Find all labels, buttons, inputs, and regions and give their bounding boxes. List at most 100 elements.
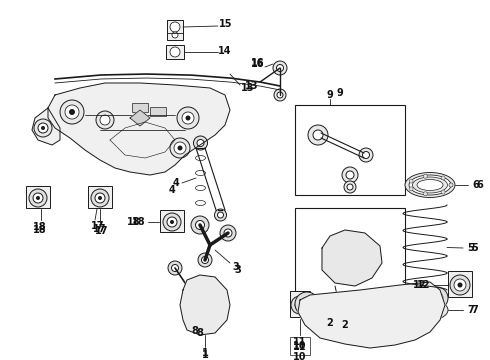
Circle shape xyxy=(449,183,453,187)
Bar xyxy=(167,20,183,40)
Circle shape xyxy=(174,142,186,154)
Circle shape xyxy=(95,193,105,203)
Circle shape xyxy=(170,22,180,32)
Circle shape xyxy=(304,301,310,307)
Circle shape xyxy=(274,89,286,101)
Text: 13: 13 xyxy=(245,81,259,91)
Text: 4: 4 xyxy=(169,185,175,195)
Circle shape xyxy=(344,181,356,193)
Text: 18: 18 xyxy=(132,217,146,227)
Bar xyxy=(88,186,112,208)
Ellipse shape xyxy=(417,180,443,190)
Text: 14: 14 xyxy=(218,46,232,56)
Circle shape xyxy=(347,255,353,261)
Polygon shape xyxy=(32,108,60,145)
Circle shape xyxy=(100,115,110,125)
Text: 7: 7 xyxy=(472,305,478,315)
Text: 11: 11 xyxy=(293,337,307,347)
Circle shape xyxy=(458,283,463,288)
Ellipse shape xyxy=(345,303,405,333)
Circle shape xyxy=(182,112,194,124)
Text: 16: 16 xyxy=(251,58,265,68)
Circle shape xyxy=(426,287,448,309)
Circle shape xyxy=(172,265,178,271)
Text: 8: 8 xyxy=(192,326,198,336)
Text: 17: 17 xyxy=(93,224,107,234)
Bar xyxy=(160,210,184,232)
Circle shape xyxy=(409,187,413,191)
Ellipse shape xyxy=(315,302,335,314)
Polygon shape xyxy=(48,83,230,175)
Circle shape xyxy=(215,209,226,221)
Text: 2: 2 xyxy=(342,320,348,330)
Circle shape xyxy=(167,217,177,227)
Circle shape xyxy=(201,301,209,309)
Bar xyxy=(295,105,405,195)
Circle shape xyxy=(365,258,375,268)
Text: 12: 12 xyxy=(413,280,427,290)
Text: 5: 5 xyxy=(467,243,474,253)
Circle shape xyxy=(224,229,232,237)
Circle shape xyxy=(170,138,190,158)
Circle shape xyxy=(65,105,79,119)
Circle shape xyxy=(38,123,48,133)
Polygon shape xyxy=(180,275,230,335)
Circle shape xyxy=(346,171,354,179)
Circle shape xyxy=(221,308,228,315)
Circle shape xyxy=(197,139,204,147)
Text: 8: 8 xyxy=(196,328,203,338)
Text: 6: 6 xyxy=(477,180,483,190)
Circle shape xyxy=(195,295,215,315)
Bar xyxy=(166,45,184,59)
Text: 10: 10 xyxy=(293,352,307,360)
Circle shape xyxy=(336,244,364,272)
Circle shape xyxy=(29,189,47,207)
Circle shape xyxy=(177,145,182,150)
Bar xyxy=(290,337,310,355)
Circle shape xyxy=(194,299,206,311)
Circle shape xyxy=(177,107,199,129)
Text: 5: 5 xyxy=(472,243,478,253)
Circle shape xyxy=(359,148,373,162)
Text: 10: 10 xyxy=(293,341,307,351)
Circle shape xyxy=(208,282,215,288)
Circle shape xyxy=(69,109,75,115)
Circle shape xyxy=(36,196,40,200)
Text: 9: 9 xyxy=(337,88,343,98)
Circle shape xyxy=(431,292,443,304)
Circle shape xyxy=(273,61,287,75)
Circle shape xyxy=(168,261,182,275)
Circle shape xyxy=(276,64,284,72)
Text: 9: 9 xyxy=(327,90,333,100)
Polygon shape xyxy=(130,110,150,126)
Bar xyxy=(295,208,405,313)
Ellipse shape xyxy=(407,302,443,318)
Circle shape xyxy=(363,152,369,158)
Text: 18: 18 xyxy=(33,222,47,232)
Text: 18: 18 xyxy=(127,217,141,227)
Circle shape xyxy=(201,283,209,291)
Circle shape xyxy=(409,179,413,183)
Text: 2: 2 xyxy=(327,318,333,328)
Circle shape xyxy=(333,303,343,313)
Text: 1: 1 xyxy=(201,348,208,358)
Circle shape xyxy=(198,253,212,267)
Circle shape xyxy=(441,176,445,180)
Circle shape xyxy=(441,190,445,194)
Text: 6: 6 xyxy=(473,180,479,190)
Circle shape xyxy=(96,111,114,129)
Circle shape xyxy=(295,300,305,310)
Bar xyxy=(26,186,50,208)
Circle shape xyxy=(343,251,357,265)
Circle shape xyxy=(98,196,102,200)
Text: 3: 3 xyxy=(235,265,242,275)
Circle shape xyxy=(191,216,209,234)
Circle shape xyxy=(423,174,427,178)
Circle shape xyxy=(313,130,323,140)
Bar xyxy=(132,103,148,112)
Ellipse shape xyxy=(412,305,438,315)
Circle shape xyxy=(295,292,319,316)
Circle shape xyxy=(300,297,314,311)
Circle shape xyxy=(298,303,302,307)
Circle shape xyxy=(181,295,189,302)
